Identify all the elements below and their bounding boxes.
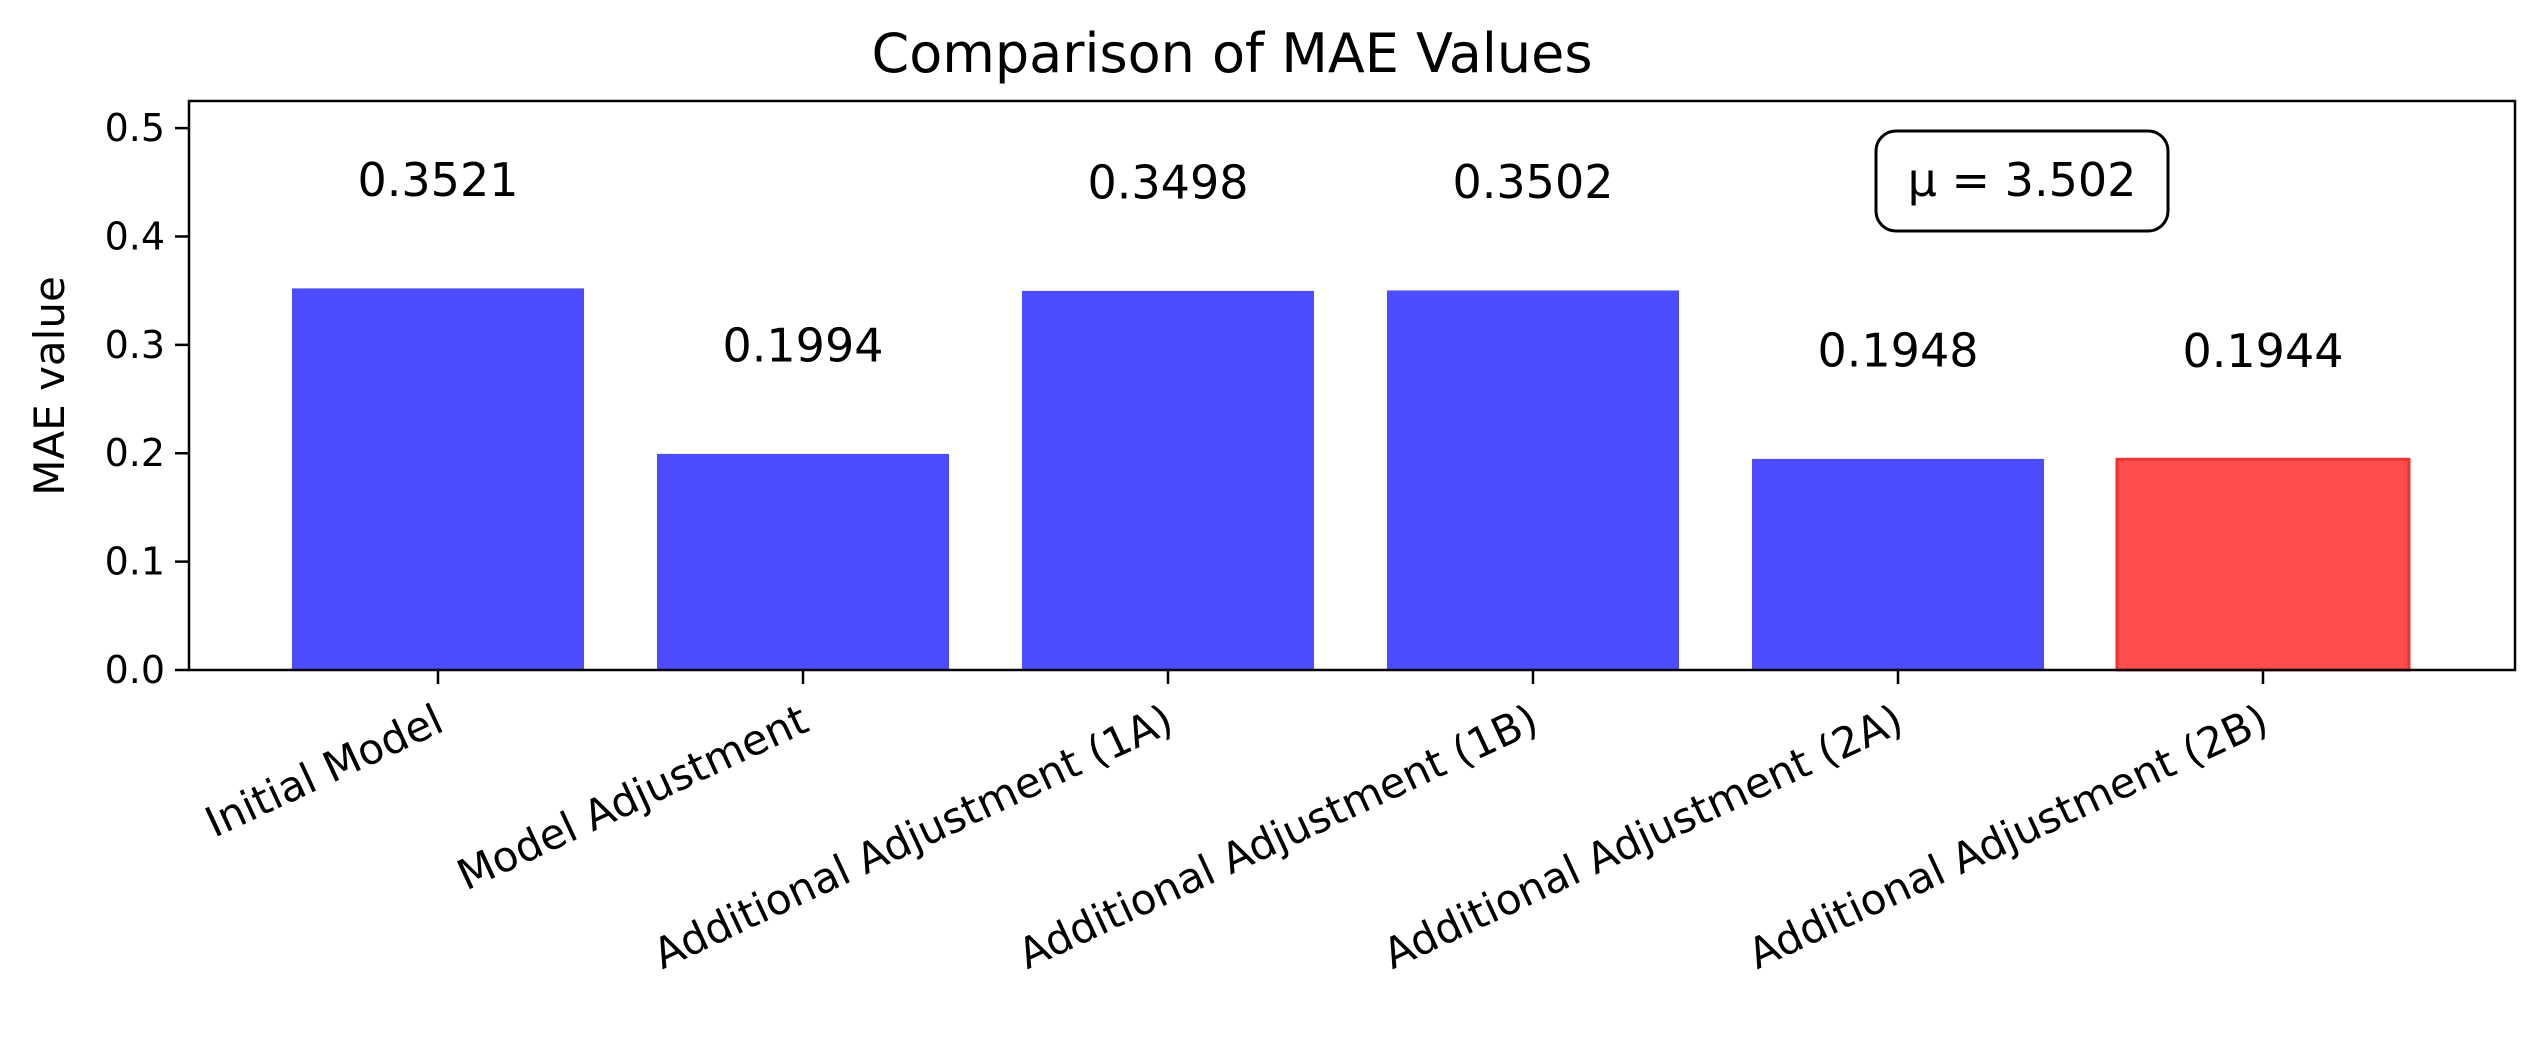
- data-label-5: 0.1948: [1818, 323, 1979, 377]
- y-tick-label-6: 0.5: [105, 106, 165, 150]
- chart-title: Comparison of MAE Values: [872, 22, 1593, 85]
- x-tick-label-1: Initial Model: [198, 695, 450, 847]
- y-tick-label-3: 0.2: [105, 431, 165, 475]
- data-label-3: 0.3498: [1088, 156, 1249, 210]
- bars-group: [292, 288, 2411, 672]
- data-label-2: 0.1994: [723, 319, 884, 373]
- plot-frame: [187, 99, 2517, 672]
- data-labels-group: 0.3521 0.1994 0.3498 0.3502 0.1948 0.1944: [358, 153, 2344, 378]
- data-label-4: 0.3502: [1453, 155, 1614, 209]
- y-tick-label-4: 0.3: [105, 323, 165, 367]
- bar-3: [1022, 290, 1314, 670]
- data-label-1: 0.3521: [358, 153, 519, 207]
- bar-6: [2115, 457, 2411, 672]
- data-label-6: 0.1944: [2183, 324, 2344, 378]
- mean-annotation: μ = 3.502: [1874, 129, 2170, 233]
- y-tick-label-2: 0.1: [105, 540, 165, 584]
- x-axis: Initial Model Model AdjustmentAdditional …: [198, 670, 2275, 979]
- y-tick-label-1: 0.0: [105, 648, 165, 692]
- y-axis-label: MAE value: [25, 276, 74, 496]
- bar-2: [657, 453, 949, 670]
- bar-4: [1387, 290, 1679, 670]
- x-tick-label-2: Model Adjustment: [450, 695, 816, 900]
- annotation-text: μ = 3.502: [1908, 153, 2137, 207]
- bar-5: [1752, 458, 2044, 670]
- y-axis: 0.0 0.1 0.2 0.3 0.4 0.5: [105, 106, 189, 692]
- y-tick-label-5: 0.4: [105, 214, 165, 258]
- annotation-box: [1874, 129, 2170, 233]
- bar-1: [292, 288, 584, 670]
